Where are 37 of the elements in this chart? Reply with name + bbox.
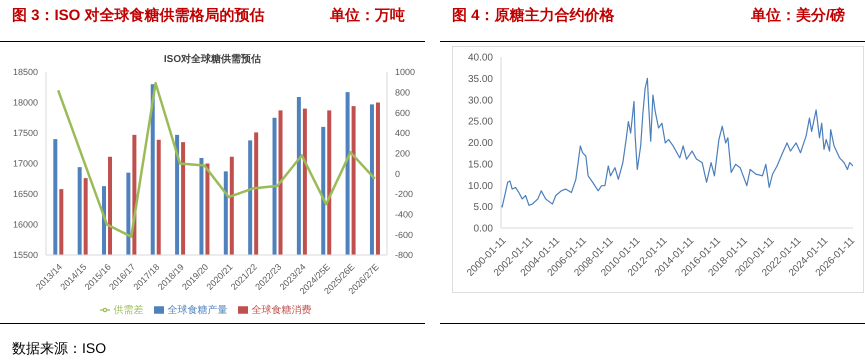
source-note: 数据来源：ISO [12, 340, 106, 358]
y-tick-label: 20.00 [468, 138, 494, 150]
y-tick-label: 5.00 [474, 202, 494, 214]
y2-tick-label: 200 [395, 148, 410, 159]
text: ISO对全球糖供需预估 [162, 52, 262, 66]
y-tick-label: 25.00 [468, 116, 494, 128]
chart-title: 图 3：ISO 对全球食糖供需格局的预估 [12, 6, 265, 25]
line-series [501, 78, 853, 208]
y-tick-label: 17000 [12, 158, 38, 169]
line-series [56, 82, 376, 238]
y2-tick-label: 1000 [395, 67, 416, 78]
y2-tick-label: 800 [395, 88, 410, 98]
y-tick-label: 40.00 [468, 52, 494, 64]
legend-label: 全球食糖产量 [168, 305, 228, 316]
y-tick-label: 16000 [12, 220, 38, 230]
y-tick-label: 10.00 [468, 180, 494, 192]
y2-tick-label: -200 [395, 189, 414, 200]
y2-tick-label: -400 [395, 210, 414, 220]
y-tick-label: 0.00 [474, 224, 494, 235]
y-tick-label: 15.00 [468, 159, 494, 170]
chart-subtitle: 单位：万吨 [330, 6, 405, 25]
y-tick-label: 15500 [12, 250, 38, 260]
legend-label: 供需差 [114, 305, 144, 316]
y-tick-label: 17500 [12, 128, 38, 138]
y2-tick-label: -800 [395, 250, 414, 260]
y2-tick-label: -600 [395, 230, 414, 240]
y2-tick-label: 600 [395, 108, 410, 118]
y-tick-label: 18000 [12, 98, 38, 108]
y-tick-label: 30.00 [468, 95, 494, 106]
legend-label: 全球食糖消费 [252, 305, 312, 316]
y-tick-label: 35.00 [468, 74, 494, 85]
chart-subtitle: 单位：美分/磅 [750, 6, 845, 25]
y-tick-label: 18500 [12, 67, 38, 78]
y-tick-label: 16500 [12, 189, 38, 200]
chart-title: 图 4：原糖主力合约价格 [452, 6, 615, 25]
y2-tick-label: 0 [395, 168, 400, 179]
y2-tick-label: 400 [395, 128, 410, 138]
